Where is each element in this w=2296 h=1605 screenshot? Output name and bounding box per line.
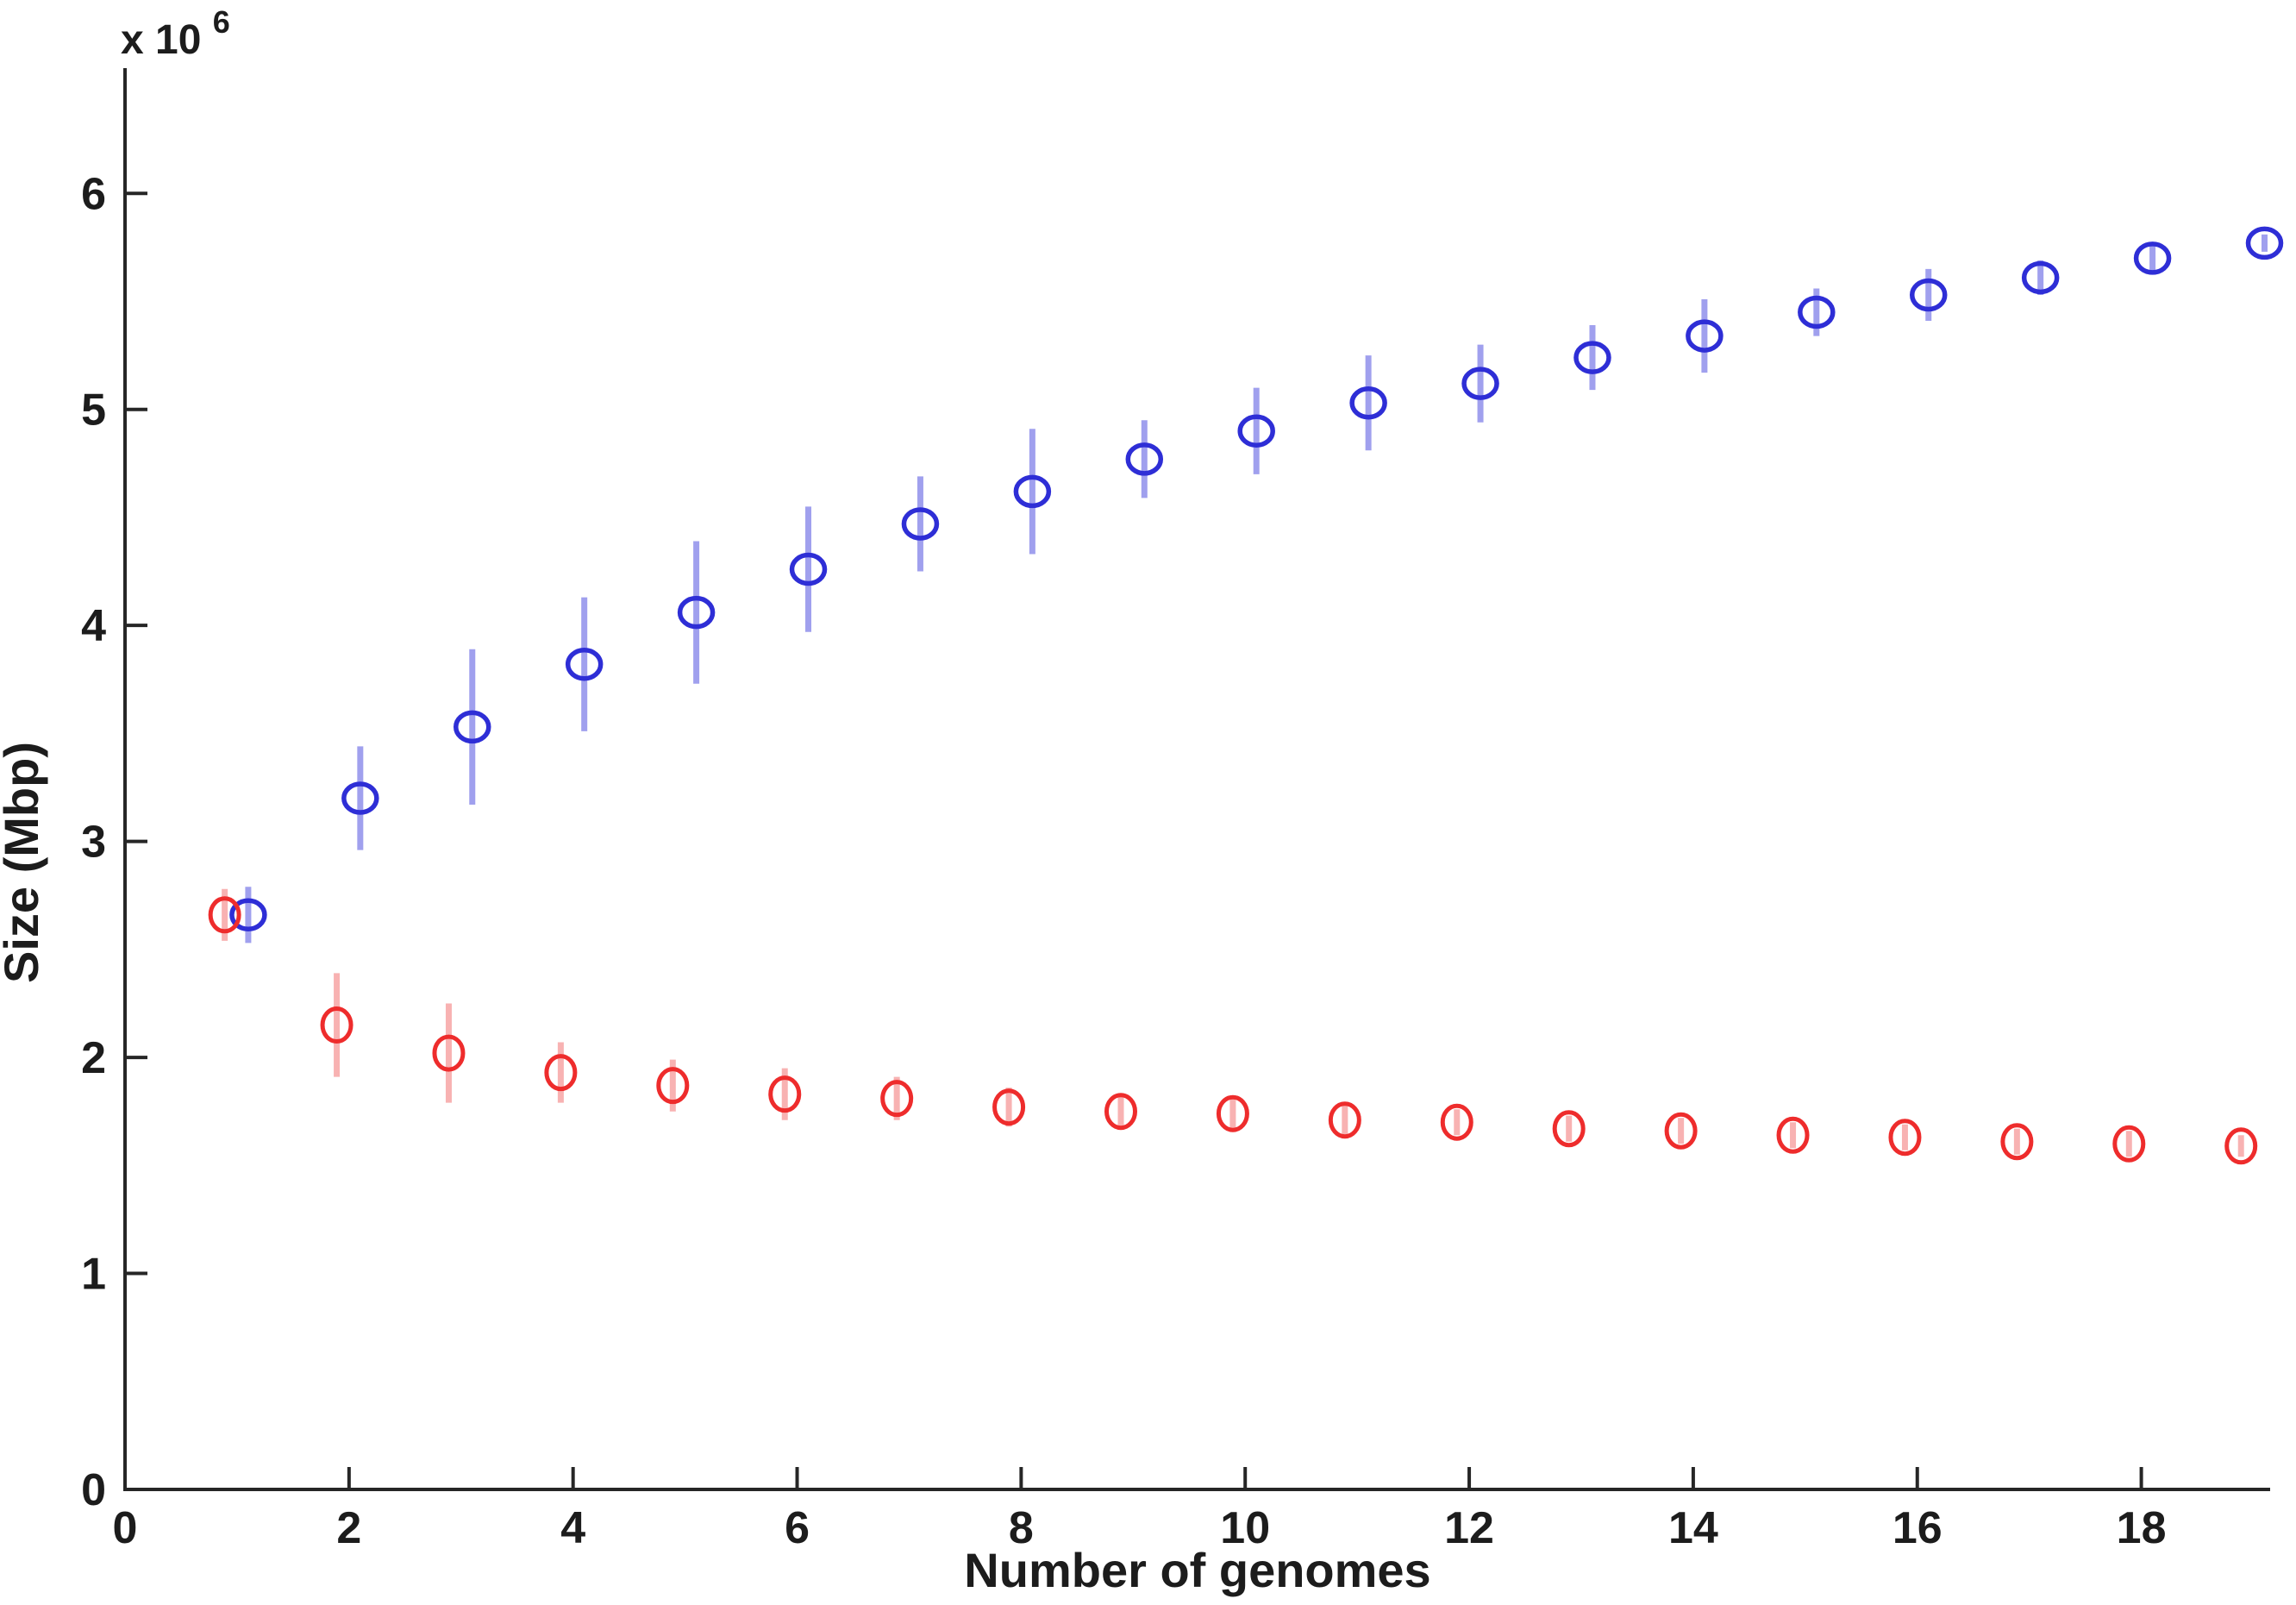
red-lower-decreasing-point xyxy=(1888,1119,1922,1157)
red-lower-decreasing-point xyxy=(208,896,241,934)
x-tick-label: 16 xyxy=(1892,1503,1943,1553)
x-axis-label: Number of genomes xyxy=(964,1543,1430,1597)
blue-upper-increasing-point xyxy=(789,552,828,586)
errorbar-layer xyxy=(222,234,2268,1157)
y-tick-label: 5 xyxy=(81,386,106,436)
red-lower-decreasing-point xyxy=(768,1075,802,1113)
y-axis-multiplier-exponent: 6 xyxy=(213,4,230,40)
blue-upper-increasing-point xyxy=(229,898,267,932)
red-lower-decreasing-point xyxy=(1104,1093,1138,1131)
blue-upper-increasing-point xyxy=(1909,278,1948,312)
blue-upper-increasing-point xyxy=(1237,414,1275,448)
y-axis-multiplier: x 10 6 xyxy=(121,4,230,63)
red-lower-decreasing-point xyxy=(320,1006,353,1044)
blue-upper-increasing-point xyxy=(341,781,379,815)
x-tick-label: 12 xyxy=(1444,1503,1494,1553)
y-tick-label: 6 xyxy=(81,169,106,219)
x-tick-label: 14 xyxy=(1668,1503,1718,1553)
x-tick-label: 4 xyxy=(560,1503,585,1553)
blue-upper-increasing-point xyxy=(901,507,940,541)
blue-upper-increasing-point xyxy=(677,595,716,630)
x-tick-label: 6 xyxy=(785,1503,810,1553)
blue-upper-increasing-point xyxy=(2021,260,2060,295)
red-lower-decreasing-point xyxy=(992,1088,1026,1126)
red-lower-decreasing-point xyxy=(1328,1101,1361,1139)
x-tick-label: 8 xyxy=(1009,1503,1034,1553)
axes-layer xyxy=(123,68,2270,1491)
y-axis-label: Size (Mbp) xyxy=(0,742,48,983)
red-lower-decreasing-point xyxy=(1216,1094,1249,1132)
x-tick-label: 18 xyxy=(2117,1503,2167,1553)
x-tick-label: 0 xyxy=(113,1503,138,1553)
x-tick-label: 2 xyxy=(336,1503,361,1553)
y-tick-label: 0 xyxy=(81,1465,106,1515)
red-lower-decreasing-point xyxy=(656,1067,690,1105)
red-lower-decreasing-point xyxy=(1776,1116,1810,1154)
blue-upper-increasing-point xyxy=(2133,241,2172,275)
red-lower-decreasing-point xyxy=(1440,1103,1473,1141)
y-tick-label: 4 xyxy=(81,601,106,651)
blue-upper-increasing-point xyxy=(1125,442,1164,476)
red-lower-decreasing-point xyxy=(2000,1123,2034,1161)
x-tick-label: 10 xyxy=(1220,1503,1270,1553)
y-tick-label: 3 xyxy=(81,818,106,868)
blue-upper-increasing-point xyxy=(1013,474,1052,509)
blue-upper-increasing-point xyxy=(454,710,491,744)
blue-upper-increasing-point xyxy=(565,648,604,681)
blue-upper-increasing-point xyxy=(1573,341,1611,374)
blue-upper-increasing-point xyxy=(1349,386,1387,420)
red-lower-decreasing-point xyxy=(544,1054,578,1092)
blue-upper-increasing-point xyxy=(2245,226,2284,260)
red-lower-decreasing-point xyxy=(2224,1127,2258,1165)
marker-layer xyxy=(208,226,2284,1165)
red-lower-decreasing-point xyxy=(1664,1112,1698,1150)
y-axis-multiplier-base: x 10 xyxy=(121,17,201,63)
red-lower-decreasing-point xyxy=(2112,1125,2146,1163)
blue-upper-increasing-point xyxy=(1461,367,1499,400)
y-tick-label: 1 xyxy=(81,1250,106,1300)
red-lower-decreasing-point xyxy=(880,1080,914,1118)
y-tick-label: 2 xyxy=(81,1033,106,1083)
blue-upper-increasing-point xyxy=(1686,319,1724,353)
blue-upper-increasing-point xyxy=(1798,295,1836,329)
red-lower-decreasing-point xyxy=(1552,1110,1586,1148)
red-lower-decreasing-point xyxy=(432,1034,466,1072)
